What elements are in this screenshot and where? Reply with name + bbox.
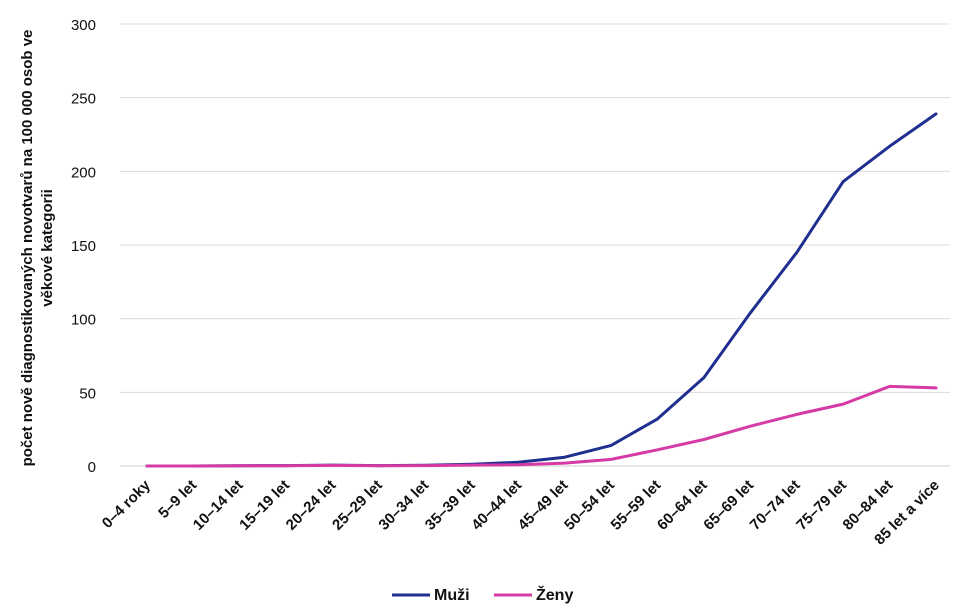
y-tick-label: 200 [71, 164, 96, 181]
x-tick-label: 60–64 let [654, 477, 711, 534]
legend-label: Muži [434, 587, 470, 604]
series-line-1 [145, 384, 938, 468]
y-tick-label: 50 [79, 385, 96, 402]
x-tick-label: 70–74 let [747, 477, 804, 534]
x-tick-label: 55–59 let [608, 477, 665, 534]
y-axis-label-line-2: věkové kategorii [39, 189, 56, 307]
x-tick-label: 5–9 let [155, 477, 200, 522]
y-tick-label: 150 [71, 238, 96, 255]
x-tick-label: 45–49 let [515, 477, 572, 534]
x-tick-label: 30–34 let [375, 477, 432, 534]
x-tick-label: 40–44 let [468, 477, 525, 534]
legend: Muži Ženy [392, 585, 573, 604]
y-tick-label: 0 [88, 459, 96, 476]
legend-label: Ženy [536, 585, 573, 604]
x-tick-label: 15–19 let [236, 477, 293, 534]
x-tick-label: 20–24 let [283, 477, 340, 534]
x-tick-label: 0–4 roky [99, 476, 155, 532]
x-tick-label: 10–14 let [190, 477, 247, 534]
x-tick-label: 35–39 let [422, 477, 479, 534]
x-tick-label: 25–29 let [329, 477, 386, 534]
series-line-0 [145, 112, 938, 468]
x-tick-label: 75–79 let [793, 477, 850, 534]
y-axis-ticks: 0 50 100 150 200 250 300 [71, 17, 96, 476]
y-tick-label: 300 [71, 17, 96, 34]
x-tick-label: 65–69 let [700, 477, 757, 534]
x-tick-label: 50–54 let [561, 477, 618, 534]
y-tick-label: 100 [71, 312, 96, 329]
y-axis-label-line-1: počet nově diagnostikovaných novotvarů n… [19, 30, 36, 467]
grid-lines [120, 23, 950, 467]
series-lines [145, 112, 938, 468]
y-tick-label: 250 [71, 91, 96, 108]
